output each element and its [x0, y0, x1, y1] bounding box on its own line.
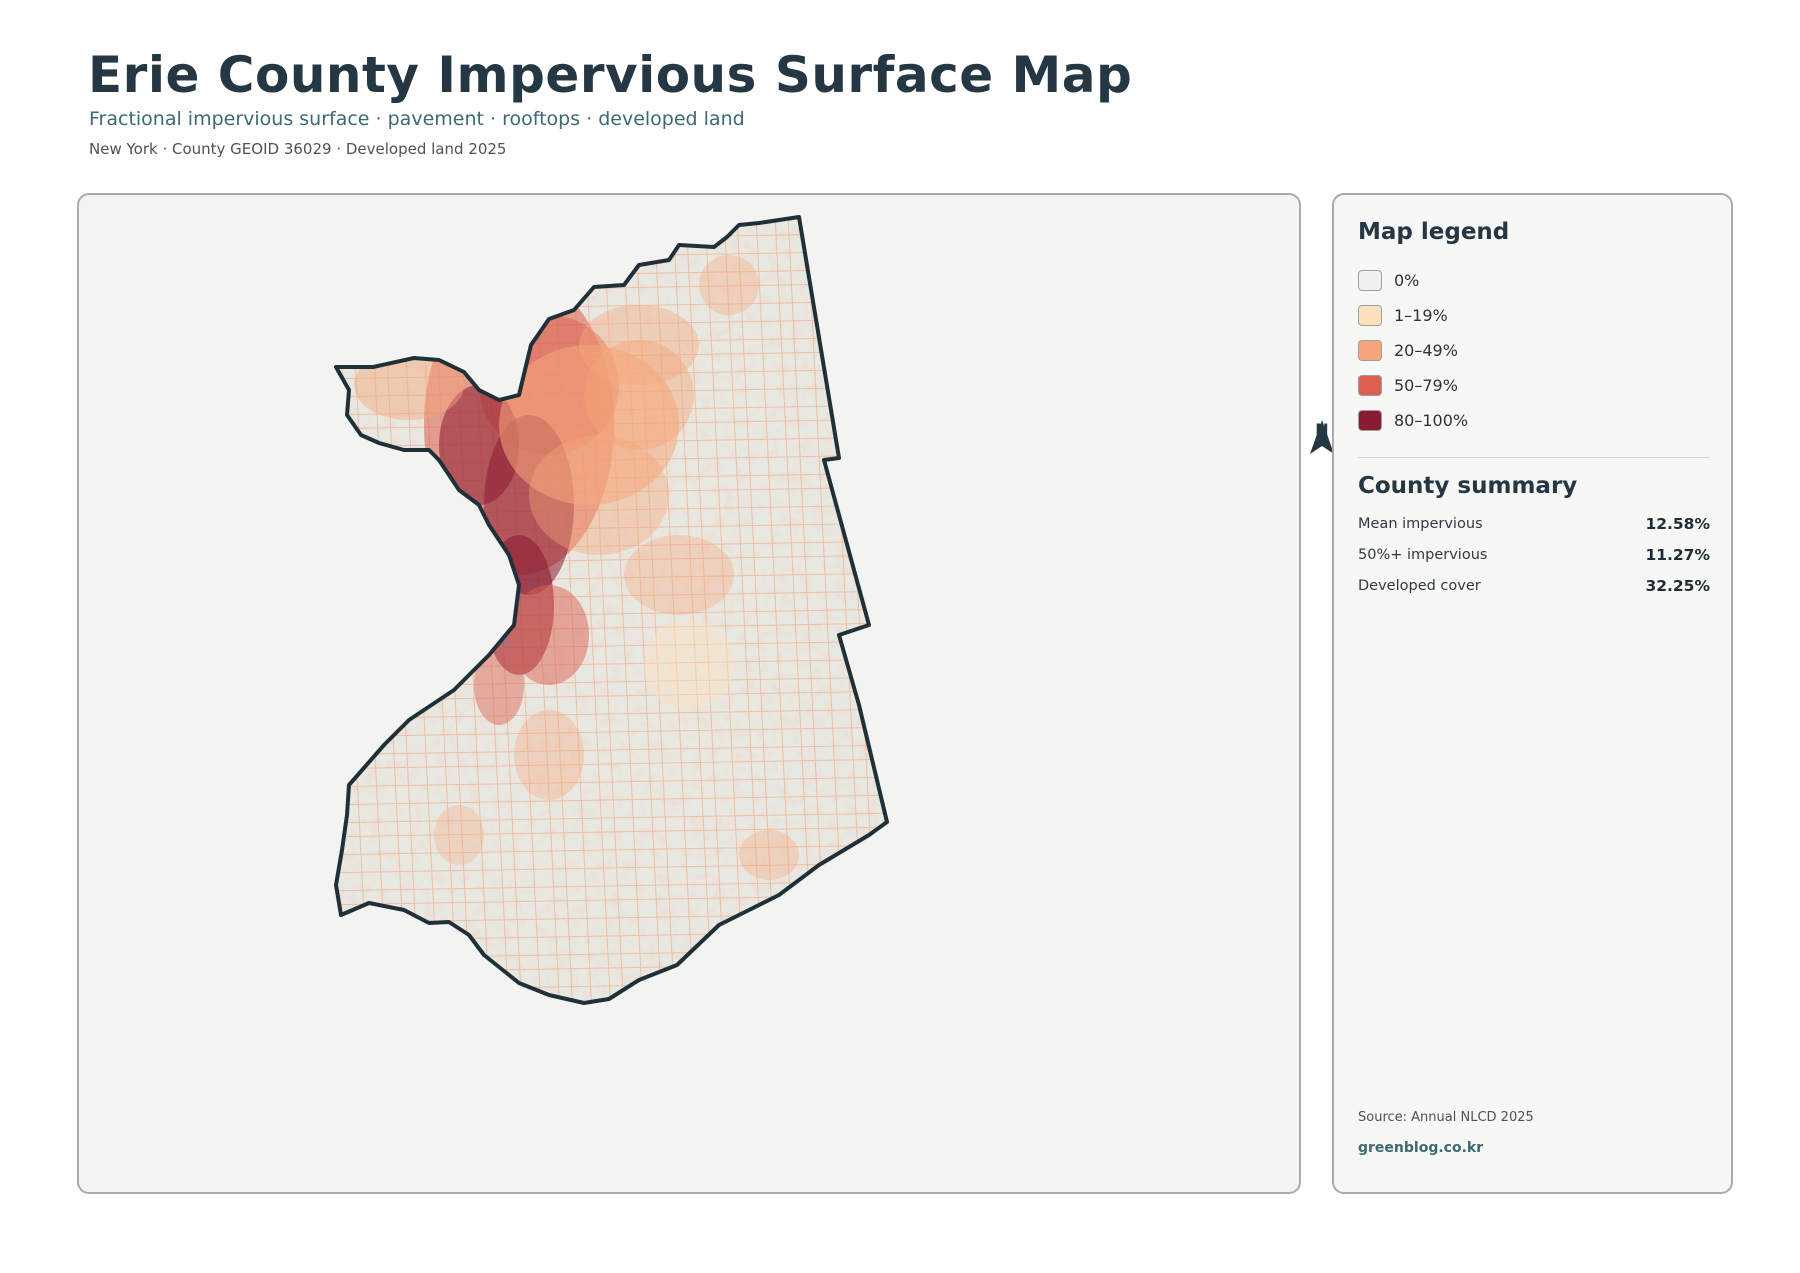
road-line [736, 217, 778, 1003]
county-map[interactable] [79, 195, 1299, 1192]
road-line [723, 217, 765, 1003]
legend-label: 0% [1394, 271, 1420, 290]
stat-row: 50%+ impervious 11.27% [1358, 539, 1710, 570]
road-line [755, 217, 797, 1003]
road-line [336, 812, 887, 824]
road-line [876, 217, 887, 1003]
road-line [336, 250, 887, 262]
stat-row: Mean impervious 12.58% [1358, 508, 1710, 539]
road-line [336, 776, 887, 788]
road-line [336, 826, 887, 838]
source-note: Source: Annual NLCD 2025 [1358, 1110, 1534, 1125]
page-meta: New York · County GEOID 36029 · Develope… [89, 140, 507, 158]
road-line [685, 217, 727, 1003]
legend-list: 0% 1–19% 20–49% 50–79% 80–100% [1358, 263, 1468, 438]
legend-swatch [1358, 410, 1382, 431]
urban-cluster [514, 710, 584, 800]
urban-cluster [474, 645, 524, 725]
urban-cluster [739, 830, 799, 880]
stat-value: 32.25% [1645, 576, 1710, 595]
summary-title: County summary [1358, 473, 1578, 499]
road-line [336, 844, 887, 856]
county-boundary [334, 215, 889, 1005]
stat-label: Developed cover [1358, 577, 1481, 594]
road-line [336, 744, 887, 756]
road-line [336, 268, 887, 280]
road-line [336, 232, 887, 244]
legend-item: 50–79% [1358, 368, 1468, 403]
road-line [653, 217, 695, 1003]
urban-cluster [354, 350, 464, 420]
legend-label: 20–49% [1394, 341, 1458, 360]
legend-item: 20–49% [1358, 333, 1468, 368]
legend-label: 1–19% [1394, 306, 1448, 325]
map-panel[interactable]: N [77, 193, 1334, 1194]
page-title: Erie County Impervious Surface Map [88, 46, 1133, 104]
stat-value: 12.58% [1645, 514, 1710, 533]
north-arrow-icon [1310, 420, 1334, 454]
legend-panel: Map legend 0% 1–19% 20–49% 50–79% 80–100… [1332, 193, 1733, 1194]
stat-label: 50%+ impervious [1358, 546, 1488, 563]
legend-label: 80–100% [1394, 411, 1469, 430]
legend-item: 0% [1358, 263, 1468, 298]
road-line [336, 758, 887, 770]
legend-swatch [1358, 375, 1382, 396]
summary-stats: Mean impervious 12.58% 50%+ impervious 1… [1358, 508, 1710, 601]
road-line [634, 217, 676, 1003]
north-arrow: N [1305, 418, 1339, 454]
page-subtitle: Fractional impervious surface · pavement… [89, 108, 745, 130]
urban-cluster [509, 585, 589, 685]
stat-value: 11.27% [1645, 545, 1710, 564]
road-line [704, 217, 746, 1003]
urban-cluster [644, 620, 734, 710]
legend-divider [1358, 457, 1710, 458]
urban-cluster [584, 340, 694, 450]
road-line [336, 862, 887, 874]
road-line [672, 217, 714, 1003]
legend-title: Map legend [1358, 219, 1510, 245]
urban-cluster [579, 305, 699, 385]
legend-item: 1–19% [1358, 298, 1468, 333]
legend-swatch [1358, 305, 1382, 326]
stat-label: Mean impervious [1358, 515, 1483, 532]
road-line [890, 215, 930, 1015]
brand-link[interactable]: greenblog.co.kr [1358, 1140, 1484, 1156]
road-line [336, 794, 887, 806]
stat-row: Developed cover 32.25% [1358, 570, 1710, 601]
road-line [336, 726, 887, 738]
legend-label: 50–79% [1394, 376, 1458, 395]
urban-cluster [699, 255, 759, 315]
legend-swatch [1358, 340, 1382, 361]
road-line [621, 217, 663, 1003]
impervious-raster [336, 215, 930, 1015]
urban-cluster [434, 805, 484, 865]
urban-cluster [529, 435, 669, 555]
road-line [336, 217, 887, 226]
urban-cluster [499, 345, 679, 505]
legend-swatch [1358, 270, 1382, 291]
urban-cluster [624, 535, 734, 615]
legend-item: 80–100% [1358, 403, 1468, 438]
